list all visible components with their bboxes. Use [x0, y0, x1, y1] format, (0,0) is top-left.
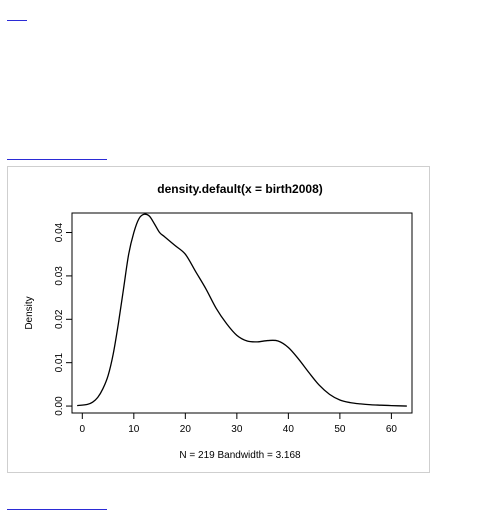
x-axis-label: N = 219 Bandwidth = 3.168: [179, 450, 301, 461]
x-tick-label: 0: [80, 424, 86, 435]
plot-box: [71, 212, 413, 414]
x-tick-label: 50: [334, 424, 346, 435]
x-tick-label: 10: [128, 424, 140, 435]
y-tick-label: 0.01: [54, 353, 65, 373]
figure-frame: density.default(x = birth2008) 0 10 20 30 40…: [7, 166, 430, 473]
bottom-link[interactable]: [7, 509, 107, 510]
chart-title: density.default(x = birth2008): [157, 182, 323, 196]
y-tick-label: 0.04: [54, 222, 65, 242]
x-tick-label: 30: [231, 424, 243, 435]
y-tick-label: 0.02: [54, 309, 65, 329]
figure-link[interactable]: [7, 159, 107, 160]
y-axis: 0.00 0.01 0.02 0.03 0.04: [54, 222, 73, 416]
x-tick-label: 20: [180, 424, 192, 435]
y-tick-label: 0.00: [54, 396, 65, 416]
density-curve: [77, 213, 407, 407]
x-tick-label: 60: [386, 424, 398, 435]
y-tick-label: 0.03: [54, 266, 65, 286]
density-chart: density.default(x = birth2008) 0 10 20 30 40…: [24, 182, 413, 461]
x-tick-label: 40: [283, 424, 295, 435]
x-axis: 0 10 20 30 40 50 60: [80, 412, 398, 435]
y-axis-label: Density: [24, 296, 35, 329]
top-link[interactable]: [7, 20, 27, 21]
